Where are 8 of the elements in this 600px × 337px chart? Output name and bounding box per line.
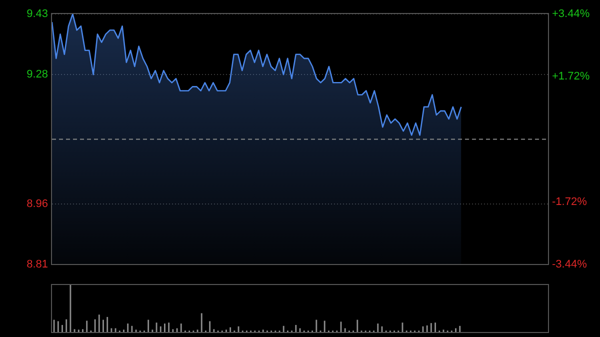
y2-tick-label: -1.72% <box>552 196 588 208</box>
y-tick-label: 9.43 <box>26 8 48 20</box>
y-tick-label: 8.96 <box>26 198 48 210</box>
y2-tick-label: +1.72% <box>552 70 590 83</box>
y-tick-label: 8.81 <box>26 258 48 270</box>
y-tick-label: 9.28 <box>26 68 48 81</box>
y2-tick-label: -3.44% <box>552 258 588 270</box>
y2-tick-label: +3.44% <box>552 8 590 20</box>
